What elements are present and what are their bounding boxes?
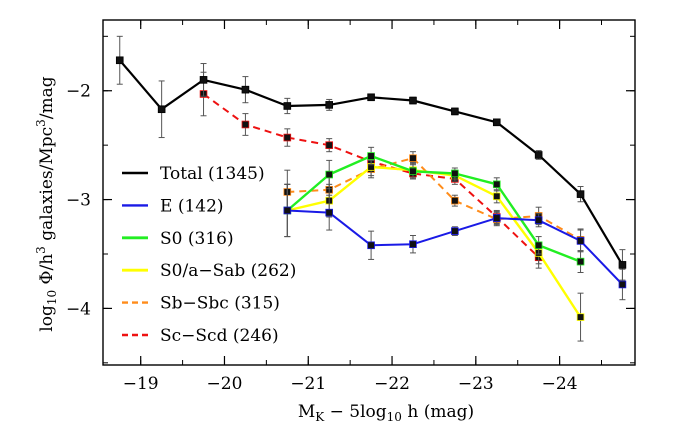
data-point [451, 196, 459, 205]
legend-label: Sb−Sbc (315) [160, 294, 280, 314]
data-point [241, 85, 250, 94]
series-line [287, 209, 624, 286]
plot-frame [102, 19, 636, 366]
series-0 [115, 35, 627, 281]
data-point [367, 152, 375, 160]
legend-label: S0 (316) [160, 229, 234, 249]
data-point [325, 208, 334, 217]
series-line [287, 157, 581, 241]
y-tick-label: −2 [66, 82, 91, 102]
series-line [286, 154, 581, 263]
x-tick-label: −19 [123, 374, 159, 394]
data-point [283, 102, 292, 110]
data-point [409, 96, 417, 105]
legend-label: S0/a−Sab (262) [160, 261, 296, 281]
data-point [199, 76, 208, 84]
data-point [618, 280, 627, 289]
data-point [576, 190, 585, 198]
data-point [534, 241, 543, 250]
data-point [576, 257, 585, 266]
legend-label: E (142) [160, 196, 224, 216]
data-point [115, 56, 124, 65]
data-point [409, 167, 417, 176]
series-layer [115, 35, 627, 342]
x-tick-label: −20 [207, 374, 243, 394]
data-point [451, 107, 459, 116]
data-point [492, 214, 501, 222]
y-tick-label: −3 [66, 191, 91, 211]
y-tick-label: −4 [66, 299, 91, 319]
axis-ticks: −19 −20 −21 −22 −23 −24 −2 −3 −4 [66, 20, 635, 394]
data-point [367, 93, 375, 102]
x-tick-label: −24 [542, 374, 578, 394]
data-point [283, 133, 292, 142]
plot-area [102, 19, 636, 366]
data-point [409, 154, 417, 163]
data-point [576, 237, 585, 245]
data-point [325, 170, 334, 179]
data-point [492, 118, 501, 127]
legend-label: Total (1345) [160, 164, 265, 184]
x-tick-label: −23 [458, 374, 494, 394]
data-point [492, 180, 501, 189]
data-point [534, 216, 543, 225]
data-point [451, 169, 459, 178]
y-axis-label: log10 Φ/h3 galaxies/Mpc3/mag [34, 76, 59, 331]
data-point [157, 105, 166, 114]
legend-label: Sc−Scd (246) [160, 326, 279, 346]
data-point [367, 241, 375, 250]
data-point [241, 120, 250, 129]
data-point [325, 141, 334, 149]
data-point [325, 101, 334, 109]
x-tick-label: −22 [374, 374, 410, 394]
data-point [409, 240, 417, 248]
x-axis-label: MK − 5log10 h (mag) [298, 402, 474, 424]
series-1 [283, 183, 627, 301]
data-point [534, 151, 543, 159]
data-point [283, 206, 292, 215]
data-point [576, 313, 585, 321]
data-point [618, 261, 627, 269]
legend: Total (1345) E (142) S0 (316) S0/a−Sab (262… [122, 164, 296, 346]
data-point [492, 192, 501, 201]
data-point [451, 227, 459, 235]
x-tick-label: −21 [290, 374, 326, 394]
